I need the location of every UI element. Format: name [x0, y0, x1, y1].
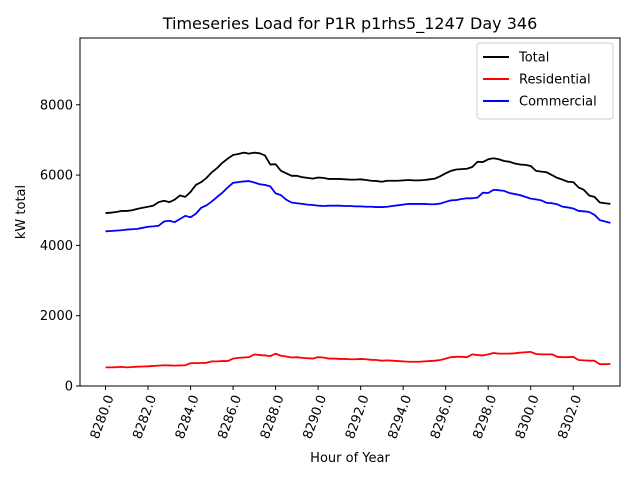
x-tick-label: 8290.0	[300, 393, 330, 441]
y-tick-label: 6000	[40, 169, 73, 184]
series-line-total	[105, 151, 611, 214]
y-axis-label: kW total	[14, 185, 29, 239]
x-tick-label: 8288.0	[258, 393, 288, 441]
legend-label-residential: Residential	[519, 73, 591, 88]
x-tick-label: 8292.0	[343, 393, 373, 441]
x-tick-label: 8302.0	[556, 393, 586, 441]
x-tick-label: 8284.0	[173, 393, 203, 441]
y-tick-label: 4000	[40, 239, 73, 254]
x-tick-label: 8298.0	[471, 393, 501, 441]
x-tick-label: 8294.0	[386, 393, 416, 441]
y-tick-label: 8000	[40, 98, 73, 113]
y-tick-label: 0	[65, 380, 73, 395]
x-tick-label: 8300.0	[513, 393, 543, 441]
x-tick-label: 8286.0	[215, 393, 245, 441]
legend-label-commercial: Commercial	[519, 95, 597, 110]
y-tick-label: 2000	[40, 309, 73, 324]
x-axis-label: Hour of Year	[310, 451, 390, 466]
x-tick-label: 8282.0	[130, 393, 160, 441]
legend-label-total: Total	[518, 51, 549, 66]
series-line-commercial	[105, 180, 611, 233]
legend: Total Residential Commercial	[476, 42, 614, 120]
x-tick-label: 8280.0	[88, 393, 118, 441]
plot-frame	[79, 37, 621, 387]
legend-box	[476, 42, 614, 120]
chart-title: Timeseries Load for P1R p1rhs5_1247 Day …	[162, 14, 538, 34]
x-tick-label: 8296.0	[428, 393, 458, 441]
series-line-residential	[105, 350, 611, 369]
